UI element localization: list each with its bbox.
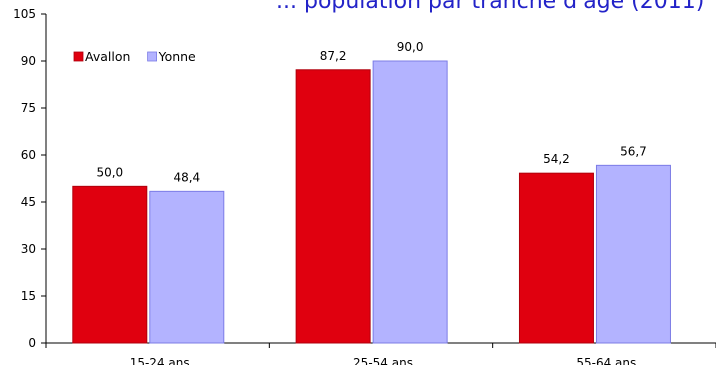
y-tick-label: 60 (21, 148, 36, 162)
chart-title: ... population par tranche d'âge (2011) (276, 0, 704, 14)
y-tick-label: 105 (13, 7, 36, 21)
data-labels: 50,0 87,2 54,2 48,4 90,0 56,7 (96, 40, 646, 184)
bar-avallon-1 (295, 69, 371, 344)
bar-yonne-2 (595, 164, 671, 344)
y-tick-label: 45 (21, 195, 36, 209)
data-label: 54,2 (543, 152, 570, 166)
legend-swatch (147, 51, 158, 62)
legend-label: Yonne (158, 49, 196, 64)
data-label: 90,0 (397, 40, 424, 54)
bar-avallon-2 (518, 172, 594, 344)
x-tick-label: 25-54 ans (353, 356, 413, 365)
legend-label: Avallon (85, 49, 130, 64)
legend-swatch (73, 51, 84, 62)
y-axis: 0 15 30 45 60 75 90 105 (13, 7, 47, 350)
x-tick-label: 55-64 ans (576, 356, 636, 365)
x-axis: 15-24 ans 25-54 ans 55-64 ans (45, 342, 716, 365)
legend: Avallon Yonne (73, 49, 196, 64)
bar-avallon-0 (72, 185, 148, 344)
data-label: 48,4 (173, 170, 200, 184)
bar-yonne-1 (372, 60, 448, 344)
bar-yonne-0 (149, 190, 225, 344)
data-label: 56,7 (620, 144, 647, 158)
bars (72, 60, 671, 344)
y-tick-label: 0 (28, 336, 36, 350)
data-label: 87,2 (320, 49, 347, 63)
y-tick-label: 15 (21, 289, 36, 303)
y-tick-label: 90 (21, 54, 36, 68)
x-tick-label: 15-24 ans (130, 356, 190, 365)
y-tick-label: 75 (21, 101, 36, 115)
data-label: 50,0 (96, 165, 123, 179)
y-tick-label: 30 (21, 242, 36, 256)
